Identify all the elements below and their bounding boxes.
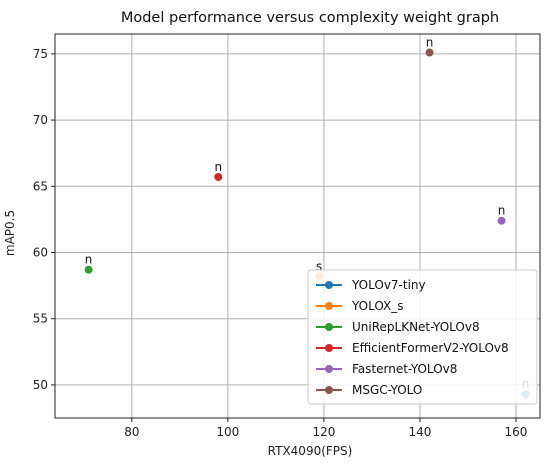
legend-entry: YOLOX_s [351, 299, 404, 313]
legend-entry: EfficientFormerV2-YOLOv8 [352, 341, 509, 355]
data-point [214, 173, 223, 182]
data-point [497, 216, 506, 225]
legend-marker [325, 302, 333, 310]
y-tick-label: 60 [33, 245, 48, 259]
legend-entry: Fasternet-YOLOv8 [352, 362, 457, 376]
legend-marker [325, 323, 333, 331]
x-tick-label: 120 [312, 425, 335, 439]
data-point [425, 48, 434, 57]
y-tick-label: 65 [33, 179, 48, 193]
x-tick-label: 100 [216, 425, 239, 439]
y-tick-label: 55 [33, 312, 48, 326]
legend-entry: YOLOv7-tiny [351, 278, 426, 292]
data-point [84, 265, 93, 274]
legend-marker [325, 281, 333, 289]
plot-frame [54, 33, 541, 419]
x-axis-ticks: 80 100 120 140 160 [124, 418, 527, 439]
legend-marker [325, 365, 333, 373]
data-point-label: n [426, 36, 434, 50]
legend-entry: UniRepLKNet-YOLOv8 [352, 320, 480, 334]
legend-box [307, 269, 538, 405]
y-axis-label: mAP0.5 [3, 210, 17, 256]
x-tick-label: 80 [124, 425, 139, 439]
x-tick-label: 140 [408, 425, 431, 439]
y-tick-label: 75 [33, 47, 48, 61]
data-point-label: n [214, 160, 222, 174]
legend-entry: MSGC-YOLO [352, 383, 422, 397]
grid-lines [55, 34, 540, 418]
y-tick-label: 70 [33, 113, 48, 127]
data-point-label: s [316, 259, 322, 273]
data-point-label: n [498, 204, 506, 218]
x-axis-label: RTX4090(FPS) [268, 444, 353, 458]
data-point-label: n [85, 253, 93, 267]
y-tick-label: 50 [33, 378, 48, 392]
x-tick-label: 160 [505, 425, 528, 439]
legend-marker [325, 386, 333, 394]
legend-marker [325, 344, 333, 352]
y-axis-ticks: 50 55 60 65 70 75 [33, 47, 55, 392]
chart-title: Model performance versus complexity weig… [121, 10, 499, 26]
legend: YOLOv7-tiny YOLOX_s UniRepLKNet-YOLOv8 Effi… [307, 269, 538, 405]
